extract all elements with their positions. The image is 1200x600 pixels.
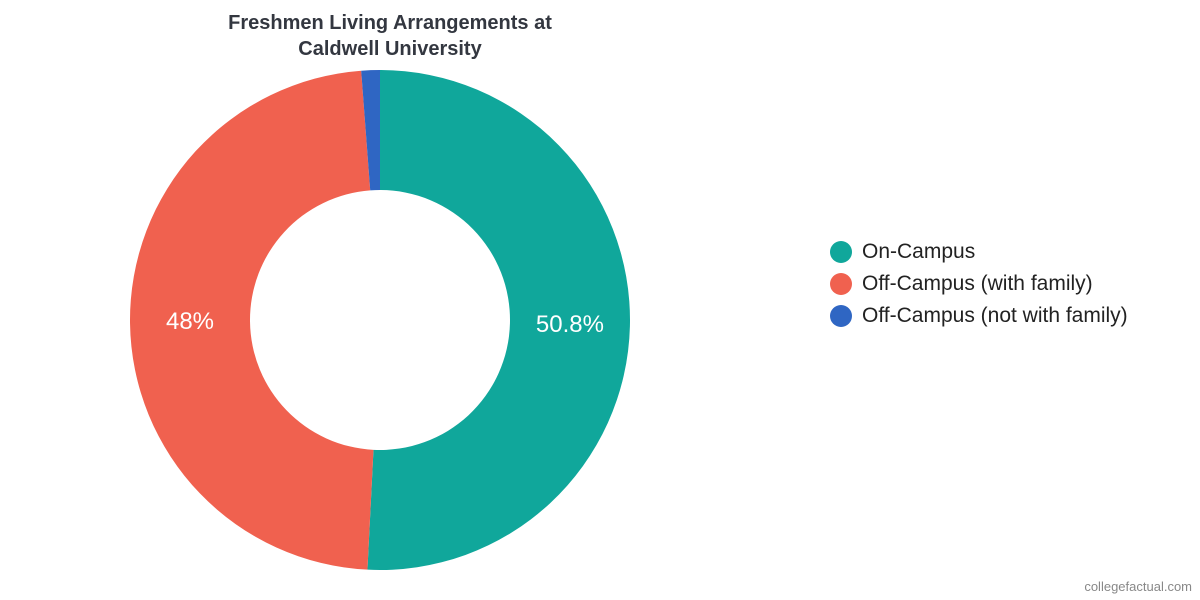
legend-label-1: Off-Campus (with family) <box>862 272 1093 296</box>
slice-label-0: 50.8% <box>536 311 604 339</box>
legend: On-Campus Off-Campus (with family) Off-Cam… <box>830 240 1128 336</box>
legend-swatch-1 <box>830 273 852 295</box>
legend-label-2: Off-Campus (not with family) <box>862 304 1128 328</box>
title-line-2: Caldwell University <box>0 36 780 62</box>
title-line-1: Freshmen Living Arrangements at <box>0 10 780 36</box>
donut-chart: 50.8% 48% <box>120 60 640 580</box>
legend-item-1: Off-Campus (with family) <box>830 272 1128 296</box>
attribution-text: collegefactual.com <box>1084 579 1192 594</box>
legend-swatch-0 <box>830 241 852 263</box>
legend-label-0: On-Campus <box>862 240 975 264</box>
legend-item-0: On-Campus <box>830 240 1128 264</box>
legend-swatch-2 <box>830 305 852 327</box>
legend-item-2: Off-Campus (not with family) <box>830 304 1128 328</box>
slice-label-1: 48% <box>166 308 214 336</box>
chart-title: Freshmen Living Arrangements at Caldwell… <box>0 0 780 62</box>
